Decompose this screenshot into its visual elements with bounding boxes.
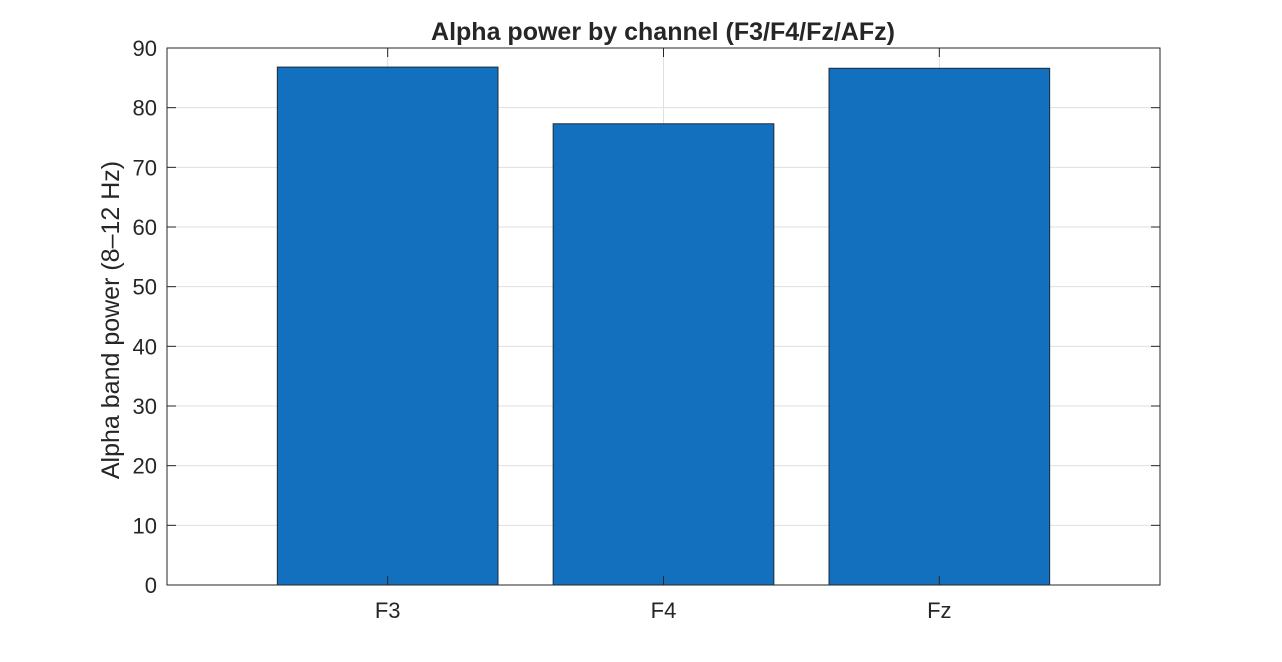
y-tick-label: 60 [133,215,157,240]
y-tick-label: 50 [133,275,157,300]
y-axis-label: Alpha band power (8–12 Hz) [97,161,125,479]
axis-ticks: 0 10 20 30 40 50 60 70 80 90 F3 F4 Fz [133,36,1160,623]
y-tick-label: 90 [133,36,157,61]
y-tick-label: 80 [133,96,157,121]
bar-f3 [276,66,499,586]
bars [276,66,1051,586]
x-tick-label: F3 [375,598,401,623]
bar-fz [828,67,1051,586]
y-tick-label: 70 [133,155,157,180]
y-tick-label: 40 [133,334,157,359]
y-tick-label: 20 [133,454,157,479]
x-tick-label: F4 [651,598,677,623]
x-tick-label: Fz [927,598,951,623]
y-tick-label: 0 [145,573,157,598]
y-tick-label: 10 [133,513,157,538]
y-tick-label: 30 [133,394,157,419]
chart-title: Alpha power by channel (F3/F4/Fz/AFz) [431,18,895,46]
bar-f4 [552,123,775,586]
